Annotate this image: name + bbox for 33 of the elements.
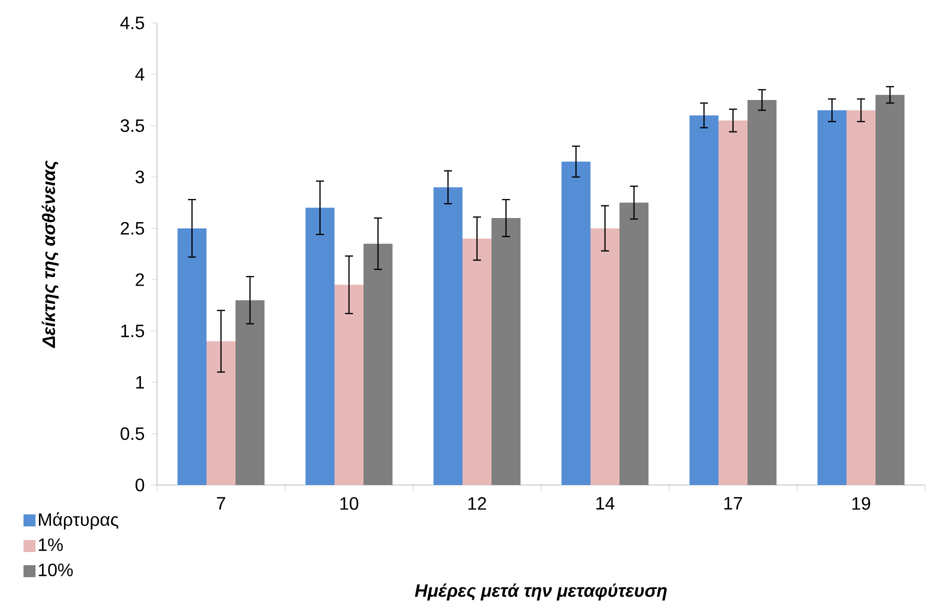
x-tick-label: 7 — [216, 497, 226, 510]
bar — [334, 284, 364, 485]
bar — [818, 110, 847, 485]
legend-label: 1% — [38, 538, 63, 552]
bar — [562, 162, 591, 485]
y-tick-label: 4 — [135, 68, 144, 80]
y-tick-label: 0.5 — [120, 427, 144, 440]
x-tick-label: 17 — [724, 497, 742, 510]
legend-label: 10% — [38, 564, 73, 576]
y-tick-label: 3 — [136, 170, 144, 184]
x-axis-title: Ημέρες μετά την μεταφύτευση — [414, 584, 667, 600]
y-tick-label: 0 — [136, 478, 144, 492]
bar — [462, 238, 492, 485]
bar — [590, 228, 620, 485]
y-axis-title: Δείκτης της ασθένειας — [42, 160, 59, 348]
bar — [178, 228, 207, 485]
y-tick-label: 2.5 — [120, 222, 144, 235]
bar — [690, 115, 719, 485]
legend-label: Μάρτυρας — [38, 512, 118, 530]
x-tick-label: 10 — [340, 497, 358, 510]
x-tick-label: 14 — [596, 497, 614, 510]
bar — [846, 110, 876, 485]
y-tick-label: 4.5 — [120, 16, 144, 30]
y-tick-label: 1.5 — [121, 324, 144, 338]
x-tick-label: 12 — [468, 497, 486, 510]
bar — [434, 187, 463, 485]
bar — [718, 120, 748, 485]
y-tick-label: 1 — [136, 376, 144, 388]
y-tick-label: 3.5 — [120, 119, 144, 132]
y-tick-label: 2 — [136, 273, 144, 286]
x-tick-label: 19 — [852, 497, 870, 510]
bar — [206, 341, 236, 485]
bar — [306, 208, 335, 485]
